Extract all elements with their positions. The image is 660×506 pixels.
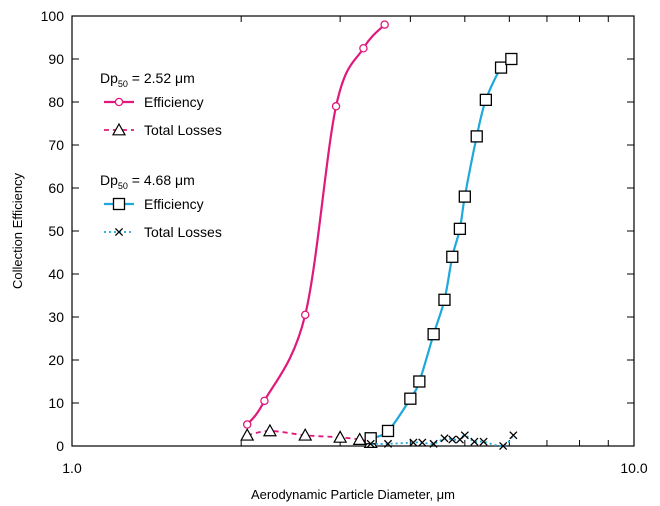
triangle-marker bbox=[333, 430, 348, 443]
series-2 bbox=[364, 52, 518, 445]
square-marker bbox=[446, 250, 459, 263]
x-marker bbox=[383, 439, 393, 448]
square-marker bbox=[470, 130, 483, 143]
square-marker bbox=[413, 375, 426, 388]
triangle-marker bbox=[240, 428, 255, 441]
triangle-marker bbox=[111, 122, 127, 136]
x-marker bbox=[499, 441, 508, 451]
x-marker bbox=[114, 227, 124, 237]
y-tick-label: 30 bbox=[48, 309, 64, 325]
x-marker bbox=[409, 438, 418, 447]
triangle-marker bbox=[352, 432, 367, 445]
circle-marker bbox=[242, 420, 252, 429]
y-tick-label: 60 bbox=[48, 180, 64, 196]
square-marker bbox=[112, 197, 126, 211]
y-tick-label: 70 bbox=[48, 137, 64, 153]
y-tick-label: 20 bbox=[48, 352, 64, 368]
square-marker bbox=[479, 93, 493, 106]
x-marker bbox=[470, 437, 479, 446]
legend-label: Efficiency bbox=[144, 94, 204, 110]
square-marker bbox=[364, 432, 377, 445]
legend-label: Total Losses bbox=[144, 122, 222, 138]
legend-item: Total Losses bbox=[104, 224, 222, 240]
x-marker bbox=[366, 439, 375, 448]
triangle-marker bbox=[262, 423, 277, 437]
square-marker bbox=[404, 392, 417, 405]
x-marker bbox=[460, 431, 469, 440]
circle-marker bbox=[260, 396, 269, 406]
legend-label: Total Losses bbox=[144, 224, 222, 240]
series-0 bbox=[242, 20, 389, 429]
series-layer bbox=[240, 20, 518, 451]
legend-group-header: Dp50 = 4.68 μm bbox=[100, 172, 195, 191]
x-tick-label: 10.0 bbox=[620, 460, 647, 476]
triangle-marker bbox=[298, 428, 313, 441]
y-tick-label: 40 bbox=[48, 266, 64, 282]
square-marker bbox=[381, 424, 395, 438]
square-marker bbox=[458, 190, 471, 203]
legend-group-header: Dp50 = 2.52 μm bbox=[100, 70, 195, 89]
series-line bbox=[370, 58, 513, 440]
y-tick-label: 100 bbox=[41, 8, 65, 24]
circle-marker bbox=[300, 310, 310, 320]
x-marker bbox=[429, 439, 438, 448]
x-tick-label: 1.0 bbox=[62, 460, 82, 476]
legend: Dp50 = 2.52 μm Efficiency Total Losses Dp50… bbox=[100, 70, 222, 240]
square-marker bbox=[453, 222, 467, 236]
circle-marker bbox=[331, 102, 341, 111]
circle-marker bbox=[359, 44, 368, 53]
x-marker bbox=[440, 434, 449, 443]
legend-item: Efficiency bbox=[104, 94, 204, 110]
axes: 0 10 20 30 40 50 60 70 80 90 100 1.0 10.0 bbox=[41, 8, 648, 476]
legend-label: Efficiency bbox=[144, 196, 204, 212]
y-tick-label: 90 bbox=[48, 51, 64, 67]
x-marker bbox=[418, 438, 427, 447]
square-marker bbox=[494, 61, 508, 74]
square-marker bbox=[427, 328, 440, 341]
x-marker bbox=[479, 437, 488, 446]
circle-marker bbox=[380, 20, 389, 29]
y-tick-label: 0 bbox=[56, 438, 64, 454]
x-marker bbox=[448, 435, 457, 444]
legend-item: Efficiency bbox=[104, 196, 204, 212]
y-tick-label: 80 bbox=[48, 94, 64, 110]
square-marker bbox=[505, 52, 518, 66]
legend-item: Total Losses bbox=[104, 122, 222, 138]
series-1 bbox=[240, 423, 378, 448]
series-3 bbox=[366, 431, 518, 451]
series-line bbox=[246, 23, 386, 426]
y-tick-label: 50 bbox=[48, 223, 64, 239]
x-marker bbox=[509, 431, 518, 440]
y-axis-title: Collection Efficiency bbox=[10, 172, 25, 289]
square-marker bbox=[438, 293, 451, 306]
circle-marker bbox=[114, 97, 124, 107]
x-axis-title: Aerodynamic Particle Diameter, μm bbox=[251, 487, 455, 502]
y-tick-label: 10 bbox=[48, 395, 64, 411]
